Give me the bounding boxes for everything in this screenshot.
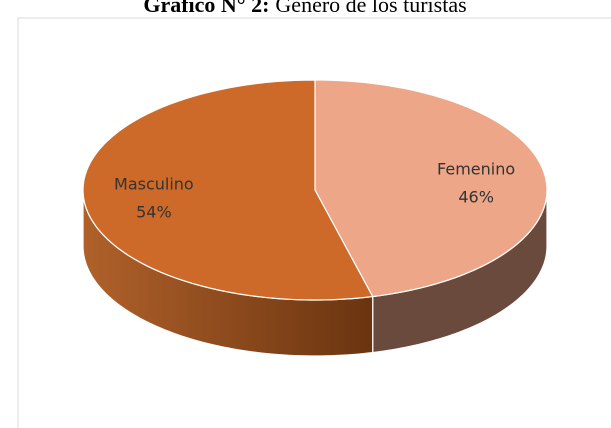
slice-value-label: 46% (458, 187, 494, 206)
slice-label: Masculino (114, 175, 194, 194)
slice (82, 79, 374, 301)
slice-value-label: 54% (136, 203, 172, 222)
chart-title: Gráfico N° 2: Género de los turistas (143, 0, 466, 17)
chart-frame (17, 17, 611, 428)
title-text: Género de los turistas (275, 0, 466, 17)
slice (314, 79, 548, 298)
title-bold: Gráfico N° 2: (143, 0, 269, 17)
slice-label: Femenino (437, 159, 515, 178)
